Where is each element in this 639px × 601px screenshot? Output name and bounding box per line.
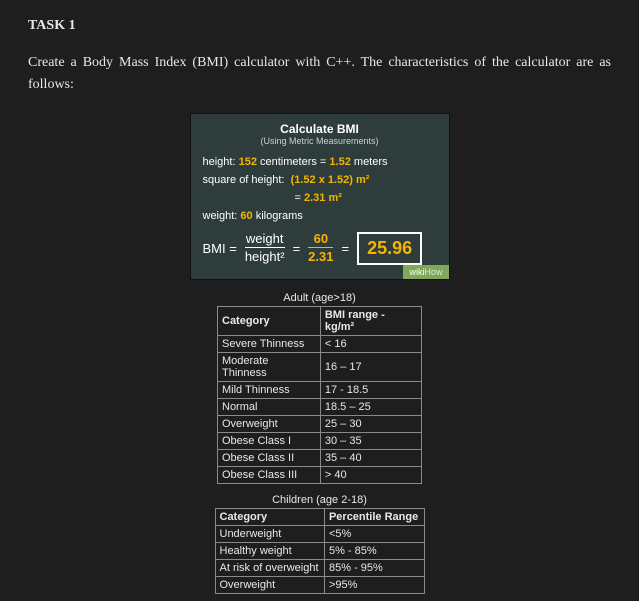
- table-cell: Healthy weight: [215, 542, 324, 559]
- table-cell: 18.5 – 25: [320, 398, 421, 415]
- adult-table: Category BMI range - kg/m² Severe Thinne…: [217, 306, 422, 484]
- square-label: square of height:: [203, 174, 285, 186]
- table-cell: 17 - 18.5: [320, 381, 421, 398]
- table-cell: 25 – 30: [320, 415, 421, 432]
- adult-th-range: BMI range - kg/m²: [320, 306, 421, 335]
- table-cell: Severe Thinness: [218, 335, 321, 352]
- table-cell: Moderate Thinness: [218, 352, 321, 381]
- table-cell: >95%: [324, 576, 424, 593]
- table-cell: Normal: [218, 398, 321, 415]
- square-eq: =: [295, 192, 301, 204]
- table-row: Obese Class III> 40: [218, 466, 422, 483]
- square-line-2: = 2.31 m²: [203, 192, 437, 204]
- table-row: Overweight25 – 30: [218, 415, 422, 432]
- weight-label: weight:: [203, 210, 238, 222]
- adult-th-category: Category: [218, 306, 321, 335]
- weight-line: weight: 60 kilograms: [203, 210, 437, 222]
- frac2-den: 2.31: [308, 247, 333, 264]
- bmi-result: 25.96: [357, 232, 422, 265]
- equals-1: =: [293, 241, 301, 256]
- table-row: Mild Thinness17 - 18.5: [218, 381, 422, 398]
- bmi-subheading: (Using Metric Measurements): [203, 136, 437, 146]
- bmi-heading: Calculate BMI: [203, 122, 437, 136]
- table-cell: Obese Class I: [218, 432, 321, 449]
- children-table-wrap: Children (age 2-18) Category Percentile …: [215, 494, 425, 594]
- table-cell: Mild Thinness: [218, 381, 321, 398]
- table-cell: 85% - 95%: [324, 559, 424, 576]
- children-table: Category Percentile Range Underweight<5%…: [215, 508, 425, 594]
- table-cell: > 40: [320, 466, 421, 483]
- children-th-range: Percentile Range: [324, 508, 424, 525]
- table-row: At risk of overweight85% - 95%: [215, 559, 424, 576]
- children-th-category: Category: [215, 508, 324, 525]
- table-cell: Obese Class II: [218, 449, 321, 466]
- adult-table-wrap: Adult (age>18) Category BMI range - kg/m…: [217, 292, 422, 484]
- table-cell: At risk of overweight: [215, 559, 324, 576]
- fraction-numeric: 60 2.31: [308, 232, 333, 264]
- table-cell: Overweight: [215, 576, 324, 593]
- height-label: height:: [203, 156, 236, 168]
- adult-table-caption: Adult (age>18): [217, 292, 422, 304]
- table-cell: < 16: [320, 335, 421, 352]
- table-row: Underweight<5%: [215, 525, 424, 542]
- equals-2: =: [341, 241, 349, 256]
- table-cell: 30 – 35: [320, 432, 421, 449]
- task-title: TASK 1: [28, 18, 611, 34]
- task-description: Create a Body Mass Index (BMI) calculato…: [28, 52, 611, 97]
- table-row: Overweight>95%: [215, 576, 424, 593]
- watermark-how: How: [424, 267, 442, 277]
- table-cell: 5% - 85%: [324, 542, 424, 559]
- children-table-caption: Children (age 2-18): [215, 494, 425, 506]
- table-cell: Overweight: [218, 415, 321, 432]
- height-line: height: 152 centimeters = 1.52 meters: [203, 156, 437, 168]
- square-value: 2.31 m²: [304, 192, 342, 204]
- table-row: Healthy weight5% - 85%: [215, 542, 424, 559]
- weight-value: 60: [240, 210, 252, 222]
- table-row: Severe Thinness< 16: [218, 335, 422, 352]
- square-line-1: square of height: (1.52 x 1.52) m²: [203, 174, 437, 186]
- table-row: Obese Class I30 – 35: [218, 432, 422, 449]
- frac1-den: height²: [245, 247, 285, 264]
- table-row: Moderate Thinness16 – 17: [218, 352, 422, 381]
- height-m-unit: meters: [354, 156, 388, 168]
- table-row: Obese Class II35 – 40: [218, 449, 422, 466]
- watermark-wiki: wiki: [409, 267, 424, 277]
- frac1-num: weight: [246, 232, 284, 246]
- table-cell: <5%: [324, 525, 424, 542]
- table-cell: 16 – 17: [320, 352, 421, 381]
- bmi-label: BMI =: [203, 241, 237, 256]
- table-cell: 35 – 40: [320, 449, 421, 466]
- table-cell: Obese Class III: [218, 466, 321, 483]
- height-cm-unit: centimeters =: [260, 156, 326, 168]
- frac2-num: 60: [314, 232, 328, 246]
- weight-unit: kilograms: [256, 210, 303, 222]
- bmi-card: Calculate BMI (Using Metric Measurements…: [190, 113, 450, 280]
- table-row: Normal18.5 – 25: [218, 398, 422, 415]
- table-cell: Underweight: [215, 525, 324, 542]
- wikihow-watermark: wikiHow: [403, 265, 448, 279]
- fraction-symbolic: weight height²: [245, 232, 285, 264]
- height-m-value: 1.52: [329, 156, 350, 168]
- square-expr: (1.52 x 1.52) m²: [291, 174, 370, 186]
- height-cm-value: 152: [239, 156, 257, 168]
- bmi-formula: BMI = weight height² = 60 2.31 = 25.96: [203, 232, 437, 265]
